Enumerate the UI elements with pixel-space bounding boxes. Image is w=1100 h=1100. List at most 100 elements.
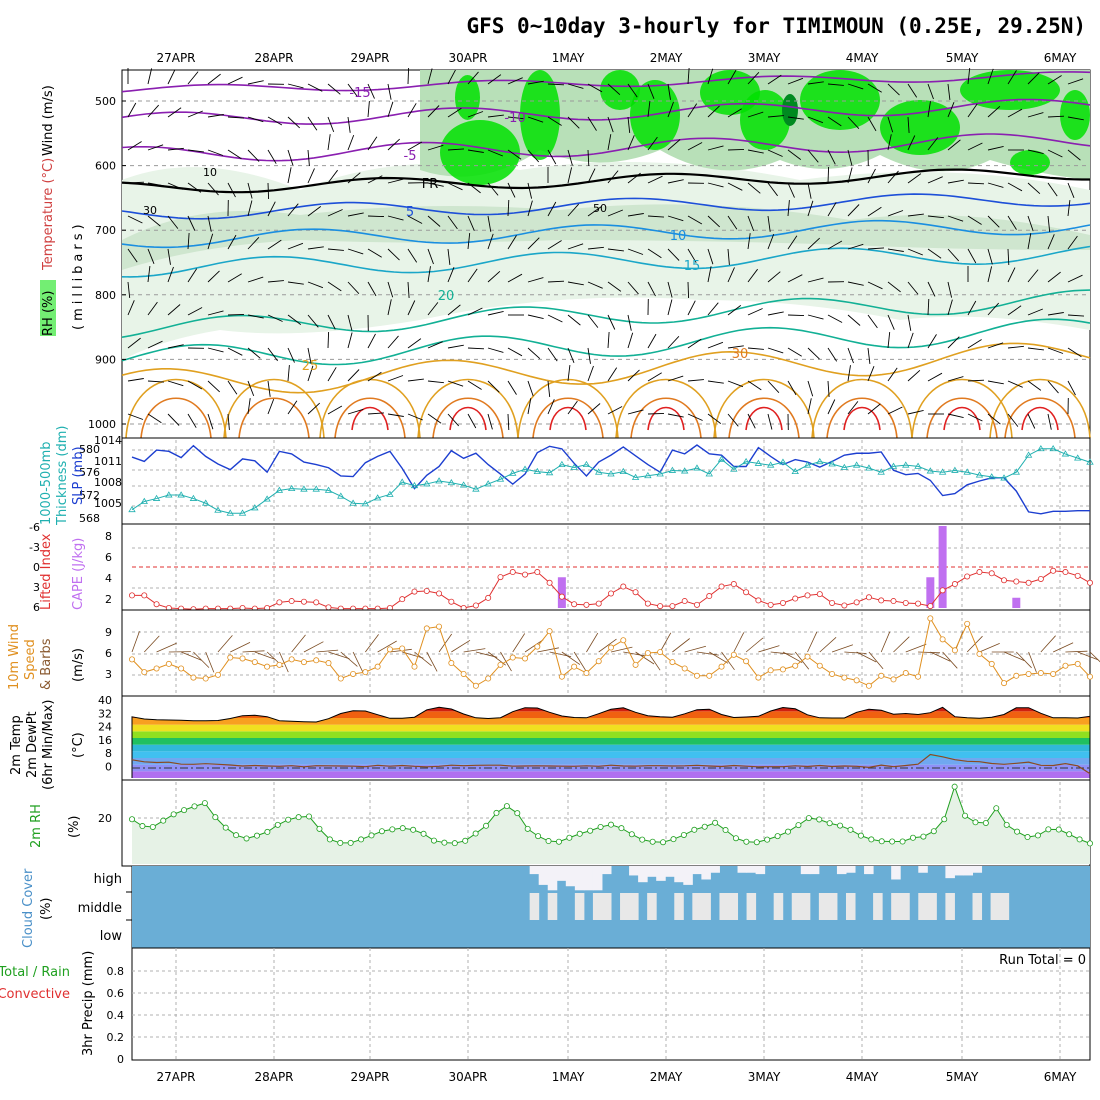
isotherm-25-arch bbox=[811, 378, 913, 439]
wind-barb bbox=[447, 413, 460, 427]
thickness-line-marker bbox=[423, 480, 431, 487]
thickness-line-marker bbox=[324, 486, 333, 493]
wind-speed-line-marker bbox=[1013, 672, 1020, 679]
rh2m-line-marker bbox=[191, 803, 198, 810]
wind-barb bbox=[427, 413, 442, 424]
isotherm-35-arch bbox=[745, 406, 783, 431]
lifted-index-line-marker bbox=[1087, 579, 1094, 586]
wind-barb bbox=[747, 380, 762, 391]
thickness-line-marker bbox=[693, 464, 701, 471]
thickness-line-marker bbox=[914, 462, 922, 469]
wind-barb bbox=[207, 347, 224, 353]
wind-barb bbox=[207, 270, 220, 283]
wind-barb bbox=[627, 172, 641, 184]
wind-barb bbox=[727, 248, 730, 265]
wind-barb bbox=[207, 310, 224, 316]
wind-barb bbox=[847, 401, 859, 415]
thickness-line-marker bbox=[1024, 451, 1033, 458]
rh2m-line-marker bbox=[399, 825, 406, 832]
rh2m-line-marker bbox=[785, 828, 792, 835]
rh2m-line-marker bbox=[712, 819, 719, 826]
surface-wind-barb bbox=[745, 637, 764, 653]
rh2m-line-marker bbox=[326, 836, 333, 843]
wind-barb bbox=[1067, 116, 1084, 121]
lifted-index-line-marker bbox=[804, 592, 811, 599]
wind-barb bbox=[767, 233, 775, 250]
wind-barb bbox=[647, 215, 665, 218]
rh2m-line-marker bbox=[306, 813, 313, 820]
wind-barb bbox=[827, 314, 843, 323]
wind-barb bbox=[827, 380, 830, 398]
wind-barb bbox=[707, 145, 724, 151]
surface-wind-barb bbox=[733, 632, 745, 653]
surface-wind-barb bbox=[205, 651, 215, 673]
lifted-index-line-marker bbox=[681, 598, 688, 605]
wind-barb bbox=[687, 215, 703, 225]
thickness-line-marker bbox=[521, 465, 529, 472]
wind-barb bbox=[267, 182, 270, 200]
wind-barb bbox=[927, 101, 931, 118]
wind-barb bbox=[807, 237, 821, 250]
isotherm-30-arch bbox=[1004, 397, 1076, 439]
wind-barb bbox=[227, 234, 237, 250]
lifted-index-line-marker bbox=[693, 601, 700, 608]
date-label-bottom: 1MAY bbox=[552, 1070, 585, 1084]
precip-conv-label: Convective bbox=[0, 987, 70, 1002]
thickness-line-marker bbox=[742, 457, 750, 465]
wind-barb bbox=[1067, 380, 1076, 396]
wind-barb bbox=[707, 215, 721, 228]
wind-label-1: 10m Wind bbox=[7, 624, 22, 690]
isotherm-25-arch bbox=[911, 378, 1013, 439]
wind-speed-line-marker bbox=[816, 662, 823, 669]
wind-barb bbox=[467, 111, 484, 118]
wind-barb bbox=[387, 335, 399, 349]
wind-barb bbox=[767, 347, 784, 354]
wind-speed-line-marker bbox=[792, 662, 799, 669]
wind-barb bbox=[1027, 182, 1041, 195]
thickness-line-marker bbox=[791, 467, 799, 475]
wind-barb bbox=[407, 378, 424, 382]
wind-barb bbox=[467, 307, 483, 316]
rh2m-line-marker bbox=[483, 822, 490, 829]
wind-barb bbox=[1047, 75, 1062, 85]
wind-barb bbox=[987, 145, 1004, 151]
cloud-mid-clear bbox=[701, 893, 711, 920]
wind-barb bbox=[247, 314, 264, 319]
wind-speed-line-marker bbox=[288, 656, 295, 663]
wind-speed-line-marker bbox=[546, 628, 553, 635]
wind-barb bbox=[687, 248, 697, 263]
isotherm-25-arch bbox=[989, 378, 1091, 439]
wind-barb bbox=[707, 248, 714, 265]
thickness-line-marker bbox=[889, 462, 898, 469]
wind-barb bbox=[947, 139, 961, 151]
wind-barb bbox=[767, 149, 783, 157]
lifted-index-line-marker bbox=[300, 598, 307, 605]
wind-speed-line-marker bbox=[571, 663, 578, 670]
surface-wind-barb bbox=[573, 651, 587, 671]
rh2m-label: 2m RH bbox=[29, 804, 44, 848]
wind-barb bbox=[367, 412, 385, 415]
wind-barb bbox=[1007, 215, 1017, 230]
wind-barb bbox=[707, 105, 720, 118]
wind-barb bbox=[707, 182, 724, 188]
li-tick: -3 bbox=[29, 541, 40, 554]
wind-barb bbox=[1027, 308, 1043, 316]
wind-barb bbox=[747, 308, 763, 316]
cloud-mid-clear bbox=[629, 893, 639, 920]
cloud-high-clear bbox=[864, 866, 874, 875]
rh2m-line-marker bbox=[1055, 826, 1062, 833]
cloud-high-clear bbox=[674, 866, 684, 883]
temp-tick: 16 bbox=[98, 734, 112, 747]
wind-barb bbox=[807, 81, 824, 85]
lifted-index-line-marker bbox=[128, 592, 135, 599]
cloud-high-clear bbox=[809, 866, 820, 875]
thickness-line-marker bbox=[152, 494, 161, 501]
temp-tick: 0 bbox=[105, 761, 112, 774]
isotherm-30-arch bbox=[432, 397, 504, 439]
surface-wind-barb bbox=[623, 651, 645, 657]
wind-barb bbox=[307, 206, 322, 217]
wind-barb bbox=[1027, 380, 1042, 391]
wind-barb bbox=[167, 304, 181, 316]
rh2m-line-marker bbox=[524, 825, 531, 832]
wind-speed-line-marker bbox=[841, 674, 848, 681]
